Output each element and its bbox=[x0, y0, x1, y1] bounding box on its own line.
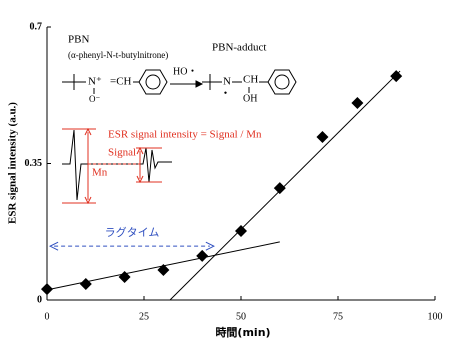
atom: O⁻ bbox=[89, 94, 100, 104]
x-axis-label: 時間(min) bbox=[215, 325, 270, 339]
x-tick-label: 25 bbox=[139, 311, 149, 322]
esr-spectrum bbox=[62, 129, 172, 201]
fit-line bbox=[169, 70, 401, 301]
point bbox=[316, 130, 329, 143]
point bbox=[235, 224, 247, 237]
lag-label: ラグタイム bbox=[105, 225, 160, 239]
mn-label: Mn bbox=[92, 167, 108, 179]
t-butyl bbox=[202, 74, 222, 90]
arrowhead bbox=[195, 80, 204, 88]
atom: N⁺ bbox=[88, 76, 102, 88]
y-tick-label: 0.35 bbox=[25, 158, 43, 169]
x-tick-label: 0 bbox=[45, 311, 50, 322]
x-tick-label: 50 bbox=[236, 311, 246, 322]
y-tick-label: 0 bbox=[37, 294, 42, 305]
reagent: HO・ bbox=[173, 66, 197, 77]
point bbox=[79, 278, 92, 291]
benzene-ring bbox=[145, 74, 161, 90]
y-tick-label: 0.7 bbox=[30, 21, 43, 32]
benzene bbox=[267, 69, 297, 95]
point bbox=[196, 249, 209, 262]
point bbox=[390, 70, 403, 83]
x-tick-label: 75 bbox=[333, 311, 343, 322]
point bbox=[118, 270, 131, 283]
measure-arrows bbox=[84, 127, 144, 205]
pbn-name: (α-phenyl-N-t-butylnitrone) bbox=[68, 50, 168, 60]
formula: ESR signal intensity = Signal / Mn bbox=[108, 129, 262, 141]
benzene bbox=[138, 69, 168, 95]
atom: ・ bbox=[220, 88, 231, 100]
benzene-ring bbox=[274, 74, 290, 90]
pbn-label: PBN bbox=[68, 34, 89, 46]
signal-label: Signal bbox=[108, 147, 136, 159]
lag-arrowheads bbox=[48, 241, 215, 251]
point bbox=[273, 182, 286, 195]
atom: OH bbox=[243, 93, 257, 104]
inset: PBN (α-phenyl-N-t-butylnitrone) N⁺ =CH O… bbox=[62, 34, 297, 205]
atom: =CH bbox=[110, 76, 132, 88]
t-butyl bbox=[62, 74, 86, 90]
measure-lines bbox=[62, 128, 162, 204]
x-tick-label: 100 bbox=[428, 311, 443, 322]
adduct-label: PBN-adduct bbox=[212, 42, 266, 54]
point bbox=[41, 283, 53, 296]
y-axis-label: ESR signal intensity (a.u.) bbox=[7, 102, 19, 224]
atom: N bbox=[223, 76, 231, 88]
point bbox=[351, 97, 364, 110]
atom: CH bbox=[243, 74, 258, 86]
point bbox=[157, 263, 170, 276]
